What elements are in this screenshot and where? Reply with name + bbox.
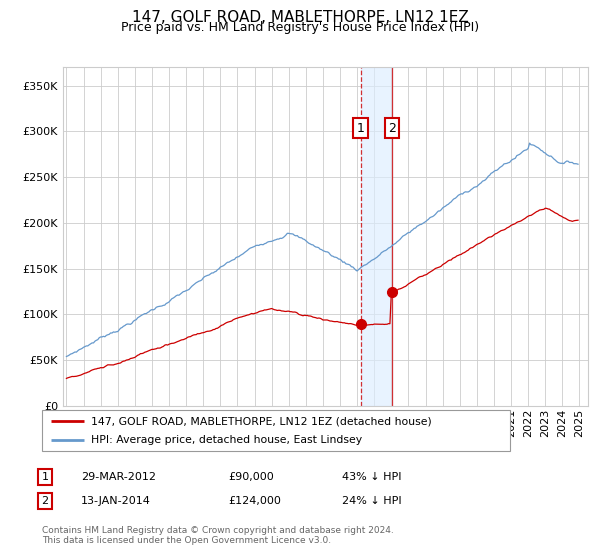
Text: 24% ↓ HPI: 24% ↓ HPI — [342, 496, 401, 506]
Text: Price paid vs. HM Land Registry's House Price Index (HPI): Price paid vs. HM Land Registry's House … — [121, 21, 479, 34]
Text: 29-MAR-2012: 29-MAR-2012 — [81, 472, 156, 482]
Text: 147, GOLF ROAD, MABLETHORPE, LN12 1EZ (detached house): 147, GOLF ROAD, MABLETHORPE, LN12 1EZ (d… — [91, 417, 432, 426]
Text: Contains HM Land Registry data © Crown copyright and database right 2024.: Contains HM Land Registry data © Crown c… — [42, 526, 394, 535]
Text: 2: 2 — [41, 496, 49, 506]
Text: £90,000: £90,000 — [228, 472, 274, 482]
Text: 2: 2 — [388, 122, 396, 135]
FancyBboxPatch shape — [42, 410, 510, 451]
Text: 1: 1 — [357, 122, 365, 135]
Text: HPI: Average price, detached house, East Lindsey: HPI: Average price, detached house, East… — [91, 435, 362, 445]
Text: 13-JAN-2014: 13-JAN-2014 — [81, 496, 151, 506]
Text: 147, GOLF ROAD, MABLETHORPE, LN12 1EZ: 147, GOLF ROAD, MABLETHORPE, LN12 1EZ — [131, 10, 469, 25]
Bar — [361, 67, 392, 406]
Text: 1: 1 — [41, 472, 49, 482]
Text: 43% ↓ HPI: 43% ↓ HPI — [342, 472, 401, 482]
Text: This data is licensed under the Open Government Licence v3.0.: This data is licensed under the Open Gov… — [42, 536, 331, 545]
Text: £124,000: £124,000 — [228, 496, 281, 506]
